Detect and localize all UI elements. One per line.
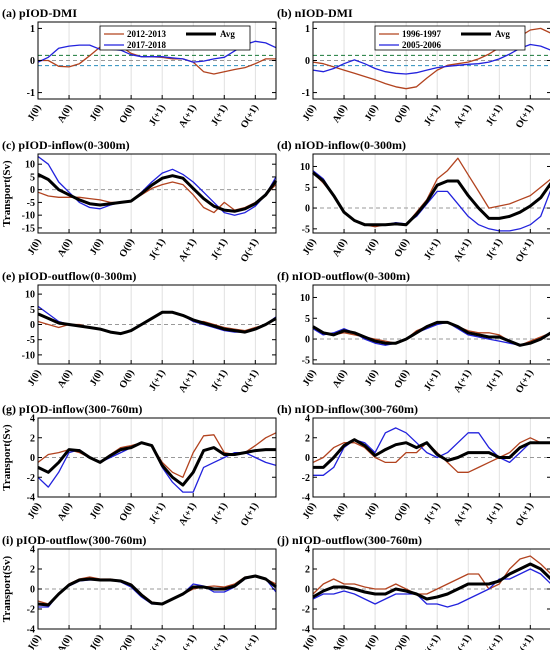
y-tick-label: -5 <box>27 335 35 346</box>
y-tick-label: -2 <box>27 473 35 484</box>
series-line-2005-2006 <box>312 568 550 608</box>
y-tick-label: -5 <box>302 355 310 366</box>
series-line-avg <box>312 562 550 601</box>
series-line-avg <box>312 320 550 347</box>
y-tick-label: -2 <box>302 473 310 484</box>
y-tick-label: 5 <box>305 314 310 325</box>
panel-title: (e) pIOD-outflow(0-300m) <box>2 269 136 283</box>
series-line-avg <box>37 310 277 336</box>
y-tick-label: -15 <box>22 223 35 234</box>
legend-label: 2005-2006 <box>402 40 441 50</box>
panel-title: (d) nIOD-inflow(0-300m) <box>277 138 406 152</box>
panel-title: (g) pIOD-inflow(300-760m) <box>2 402 142 416</box>
y-tick-label: 1 <box>305 24 310 35</box>
plot-frame <box>312 284 550 365</box>
panel-title: (c) pIOD-inflow(0-300m) <box>2 138 130 152</box>
legend-box <box>374 25 526 51</box>
y-tick-label: 0 <box>305 453 310 464</box>
legend-label: 2017-2018 <box>127 40 166 50</box>
y-tick-label: 0 <box>30 185 35 196</box>
y-tick-label: 0 <box>305 56 310 67</box>
panel-title: (f) nIOD-outflow(0-300m) <box>277 269 410 283</box>
y-tick-label: -2 <box>27 605 35 616</box>
y-tick-label: 2 <box>30 433 35 444</box>
legend-box <box>99 25 251 51</box>
y-tick-label: 2 <box>305 565 310 576</box>
y-tick-label: 10 <box>300 293 310 304</box>
legend-label: 1996-1997 <box>402 29 441 39</box>
series-line-1996-1997 <box>312 555 550 595</box>
y-tick-label: -4 <box>302 493 310 504</box>
y-tick-label: 4 <box>30 414 35 425</box>
y-tick-label: -4 <box>27 625 35 636</box>
panel-title: (h) nIOD-inflow(300-760m) <box>277 402 418 416</box>
y-tick-label: 10 <box>300 162 310 173</box>
y-tick-label: -1 <box>302 88 310 99</box>
y-tick-label: -10 <box>22 350 35 361</box>
y-tick-label: 4 <box>305 545 310 556</box>
y-tick-label: 4 <box>305 414 310 425</box>
y-tick-label: 5 <box>30 172 35 183</box>
y-tick-label: 0 <box>30 585 35 596</box>
y-tick-label: 5 <box>305 183 310 194</box>
y-tick-label: 0 <box>305 585 310 596</box>
y-tick-label: 10 <box>25 160 35 171</box>
y-tick-label: 0 <box>305 204 310 215</box>
series-line-avg <box>37 441 276 487</box>
legend-label-avg: Avg <box>220 29 235 39</box>
series-line-2005-2006 <box>312 43 550 75</box>
series-line-avg <box>37 173 278 213</box>
y-axis-label: Transport(Sv) <box>1 555 13 622</box>
y-tick-label: 4 <box>30 545 35 556</box>
series-line-avg <box>37 574 277 607</box>
legend-label: 2012-2013 <box>127 29 166 39</box>
legend-label-avg: Avg <box>495 29 510 39</box>
panel-title: (a) pIOD-DMI <box>2 6 77 20</box>
y-tick-label: -5 <box>27 198 35 209</box>
plot-frame <box>37 153 277 234</box>
panel-title: (j) nIOD-outflow(300-760m) <box>277 533 422 547</box>
plot-frame <box>312 153 550 234</box>
y-tick-label: -1 <box>27 88 35 99</box>
y-tick-label: 2 <box>30 565 35 576</box>
y-tick-label: -10 <box>22 211 35 222</box>
y-axis-label: Transport(Sv) <box>1 160 13 227</box>
y-tick-label: -4 <box>27 493 35 504</box>
y-tick-label: 0 <box>305 335 310 346</box>
y-tick-label: -5 <box>302 224 310 235</box>
y-tick-label: 5 <box>30 305 35 316</box>
panel-title: (i) pIOD-outflow(300-760m) <box>2 533 146 547</box>
y-tick-label: 0 <box>30 56 35 67</box>
series-line-avg <box>313 438 550 469</box>
panel-title: (b) nIOD-DMI <box>277 6 353 20</box>
y-tick-label: -2 <box>302 605 310 616</box>
y-tick-label: 10 <box>25 290 35 301</box>
series-line-avg <box>312 171 550 227</box>
y-tick-label: -4 <box>302 625 310 636</box>
y-tick-label: 0 <box>30 453 35 464</box>
y-tick-label: 1 <box>30 24 35 35</box>
y-tick-label: 2 <box>305 433 310 444</box>
y-axis-label: Transport(Sv) <box>1 424 13 491</box>
y-tick-label: 0 <box>30 320 35 331</box>
